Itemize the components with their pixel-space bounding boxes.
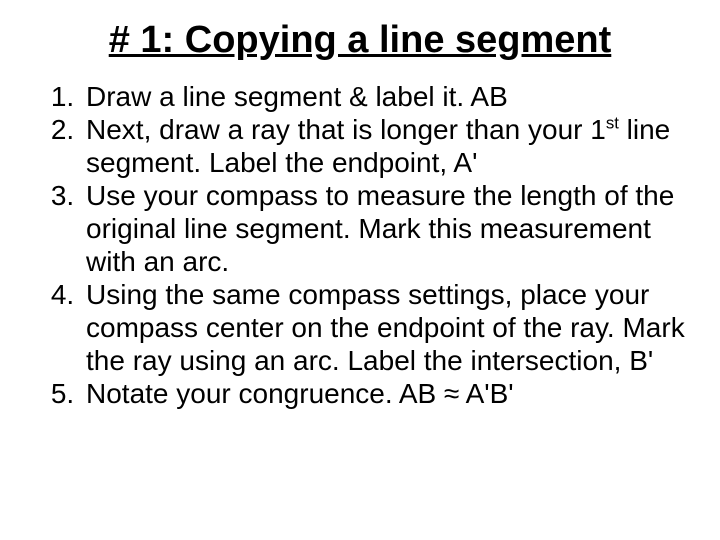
slide: # 1: Copying a line segment Draw a line …: [0, 0, 720, 540]
steps-list: Draw a line segment & label it. AB Next,…: [20, 80, 700, 410]
list-item: Use your compass to measure the length o…: [82, 179, 700, 278]
list-item: Using the same compass settings, place y…: [82, 278, 700, 377]
list-item: Next, draw a ray that is longer than you…: [82, 113, 700, 179]
list-item: Notate your congruence. AB ≈ A'B': [82, 377, 700, 410]
slide-title: # 1: Copying a line segment: [20, 18, 700, 64]
list-item: Draw a line segment & label it. AB: [82, 80, 700, 113]
